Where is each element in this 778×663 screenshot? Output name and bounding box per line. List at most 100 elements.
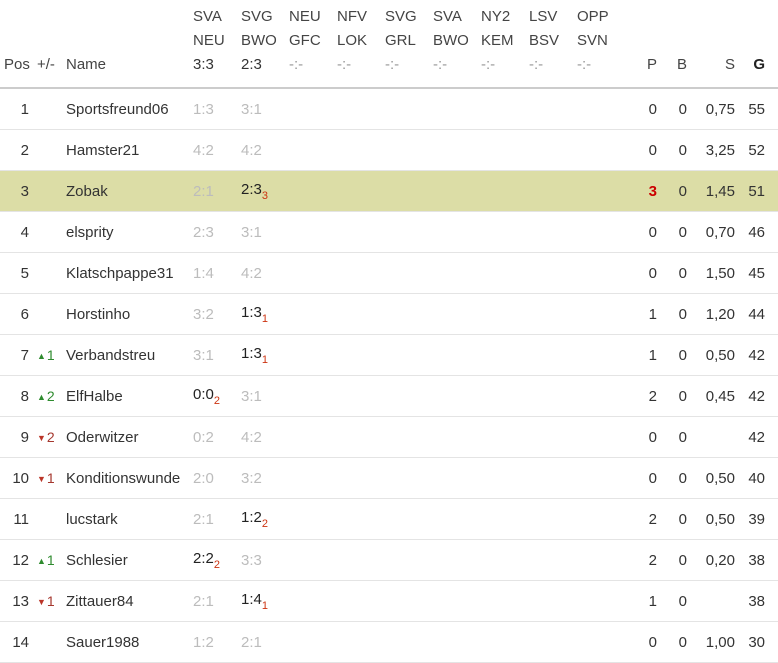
player-name: Horstinho [64, 293, 189, 335]
tip-value: 2:2 [193, 549, 214, 567]
total-value: 38 [739, 539, 778, 581]
tip-value: 0:0 [193, 385, 214, 403]
tip-cell [381, 498, 429, 540]
tip-cell [429, 252, 477, 294]
tip-cell: 3:1 [189, 334, 237, 376]
table-row: 11 lucstark 2:1 1:22 2 0 0,50 39 [0, 498, 778, 540]
bonus-value: 0 [657, 416, 687, 458]
tip-value: 2:3 [193, 223, 214, 241]
match-result: -:- [481, 56, 496, 73]
tip-cell [285, 211, 333, 253]
average-value: 1,50 [687, 252, 739, 294]
match-home-team: NY2 [481, 8, 511, 25]
tip-points: 2 [213, 558, 220, 571]
match-result: 2:3 [241, 56, 262, 73]
player-name: Konditionswunde [64, 457, 189, 499]
col-header-change: +/- [34, 0, 64, 89]
tip-cell: 2:22 [189, 539, 237, 581]
bonus-value: 0 [657, 211, 687, 253]
bonus-value: 0 [657, 334, 687, 376]
tip-cell [285, 293, 333, 335]
tip-cell [573, 498, 621, 540]
average-value: 0,20 [687, 539, 739, 581]
tip-cell [477, 621, 525, 663]
tip-cell [285, 88, 333, 130]
tip-cell [573, 293, 621, 335]
player-name: Zobak [64, 170, 189, 212]
tip-cell [381, 416, 429, 458]
tip-cell [333, 580, 381, 622]
tip-cell [477, 375, 525, 417]
match-header-6: SVA BWO -:- [429, 0, 477, 89]
points-value: 1 [621, 293, 657, 335]
position-value: 7 [0, 334, 34, 376]
position-value: 13 [0, 580, 34, 622]
rank-change [34, 621, 64, 663]
tip-cell [429, 170, 477, 212]
tip-cell: 1:31 [237, 293, 285, 335]
rank-change [34, 211, 64, 253]
col-header-average: S [687, 0, 739, 89]
tip-value: 0:2 [193, 428, 214, 446]
rank-change-value: 1 [46, 346, 55, 363]
tip-cell [429, 621, 477, 663]
position-value: 9 [0, 416, 34, 458]
tip-value: 1:2 [241, 508, 262, 526]
rank-change-value: 1 [46, 469, 55, 486]
tip-cell [477, 498, 525, 540]
total-value: 55 [739, 88, 778, 130]
tip-cell [525, 293, 573, 335]
bonus-value: 0 [657, 457, 687, 499]
tip-value: 3:1 [241, 387, 262, 405]
player-name: ElfHalbe [64, 375, 189, 417]
match-home-team: SVA [433, 8, 462, 25]
points-value: 1 [621, 580, 657, 622]
match-header-2: SVG BWO 2:3 [237, 0, 285, 89]
tip-cell [429, 416, 477, 458]
tip-cell: 3:2 [237, 457, 285, 499]
tip-cell [429, 457, 477, 499]
table-row: 14 Sauer1988 1:2 2:1 0 0 1,00 30 [0, 621, 778, 663]
rank-change: ▼1 [34, 457, 64, 499]
rank-change: ▲2 [34, 375, 64, 417]
tip-cell [525, 170, 573, 212]
tip-cell [525, 88, 573, 130]
tip-value: 4:2 [241, 428, 262, 446]
tip-cell [477, 416, 525, 458]
tip-cell [477, 334, 525, 376]
points-value: 2 [621, 375, 657, 417]
tip-cell [381, 334, 429, 376]
tip-cell [525, 334, 573, 376]
table-row: 5 Klatschpappe31 1:4 4:2 0 0 1,50 45 [0, 252, 778, 294]
match-result: -:- [385, 56, 400, 73]
tip-cell [381, 88, 429, 130]
match-away-team: KEM [481, 32, 514, 49]
tip-cell [429, 129, 477, 171]
match-result: -:- [529, 56, 544, 73]
tip-cell [573, 375, 621, 417]
tip-cell: 2:1 [189, 580, 237, 622]
rank-change: ▼2 [34, 416, 64, 458]
tip-cell [333, 293, 381, 335]
tip-cell: 1:31 [237, 334, 285, 376]
tip-cell [477, 293, 525, 335]
position-value: 8 [0, 375, 34, 417]
match-result: -:- [337, 56, 352, 73]
tip-points: 1 [261, 599, 268, 612]
col-header-total: G [739, 0, 778, 89]
tip-cell [573, 457, 621, 499]
tip-value: 1:3 [241, 303, 262, 321]
tip-points: 1 [261, 353, 268, 366]
match-away-team: GRL [385, 32, 416, 49]
position-value: 10 [0, 457, 34, 499]
rank-change: ▲1 [34, 539, 64, 581]
table-row: 7 ▲1 Verbandstreu 3:1 1:31 1 0 0,50 42 [0, 334, 778, 376]
points-value: 3 [621, 170, 657, 212]
tip-cell [573, 416, 621, 458]
tip-value: 4:2 [193, 141, 214, 159]
match-header-3: NEU GFC -:- [285, 0, 333, 89]
match-away-team: LOK [337, 32, 368, 49]
total-value: 51 [739, 170, 778, 212]
bonus-value: 0 [657, 129, 687, 171]
tip-cell [525, 621, 573, 663]
